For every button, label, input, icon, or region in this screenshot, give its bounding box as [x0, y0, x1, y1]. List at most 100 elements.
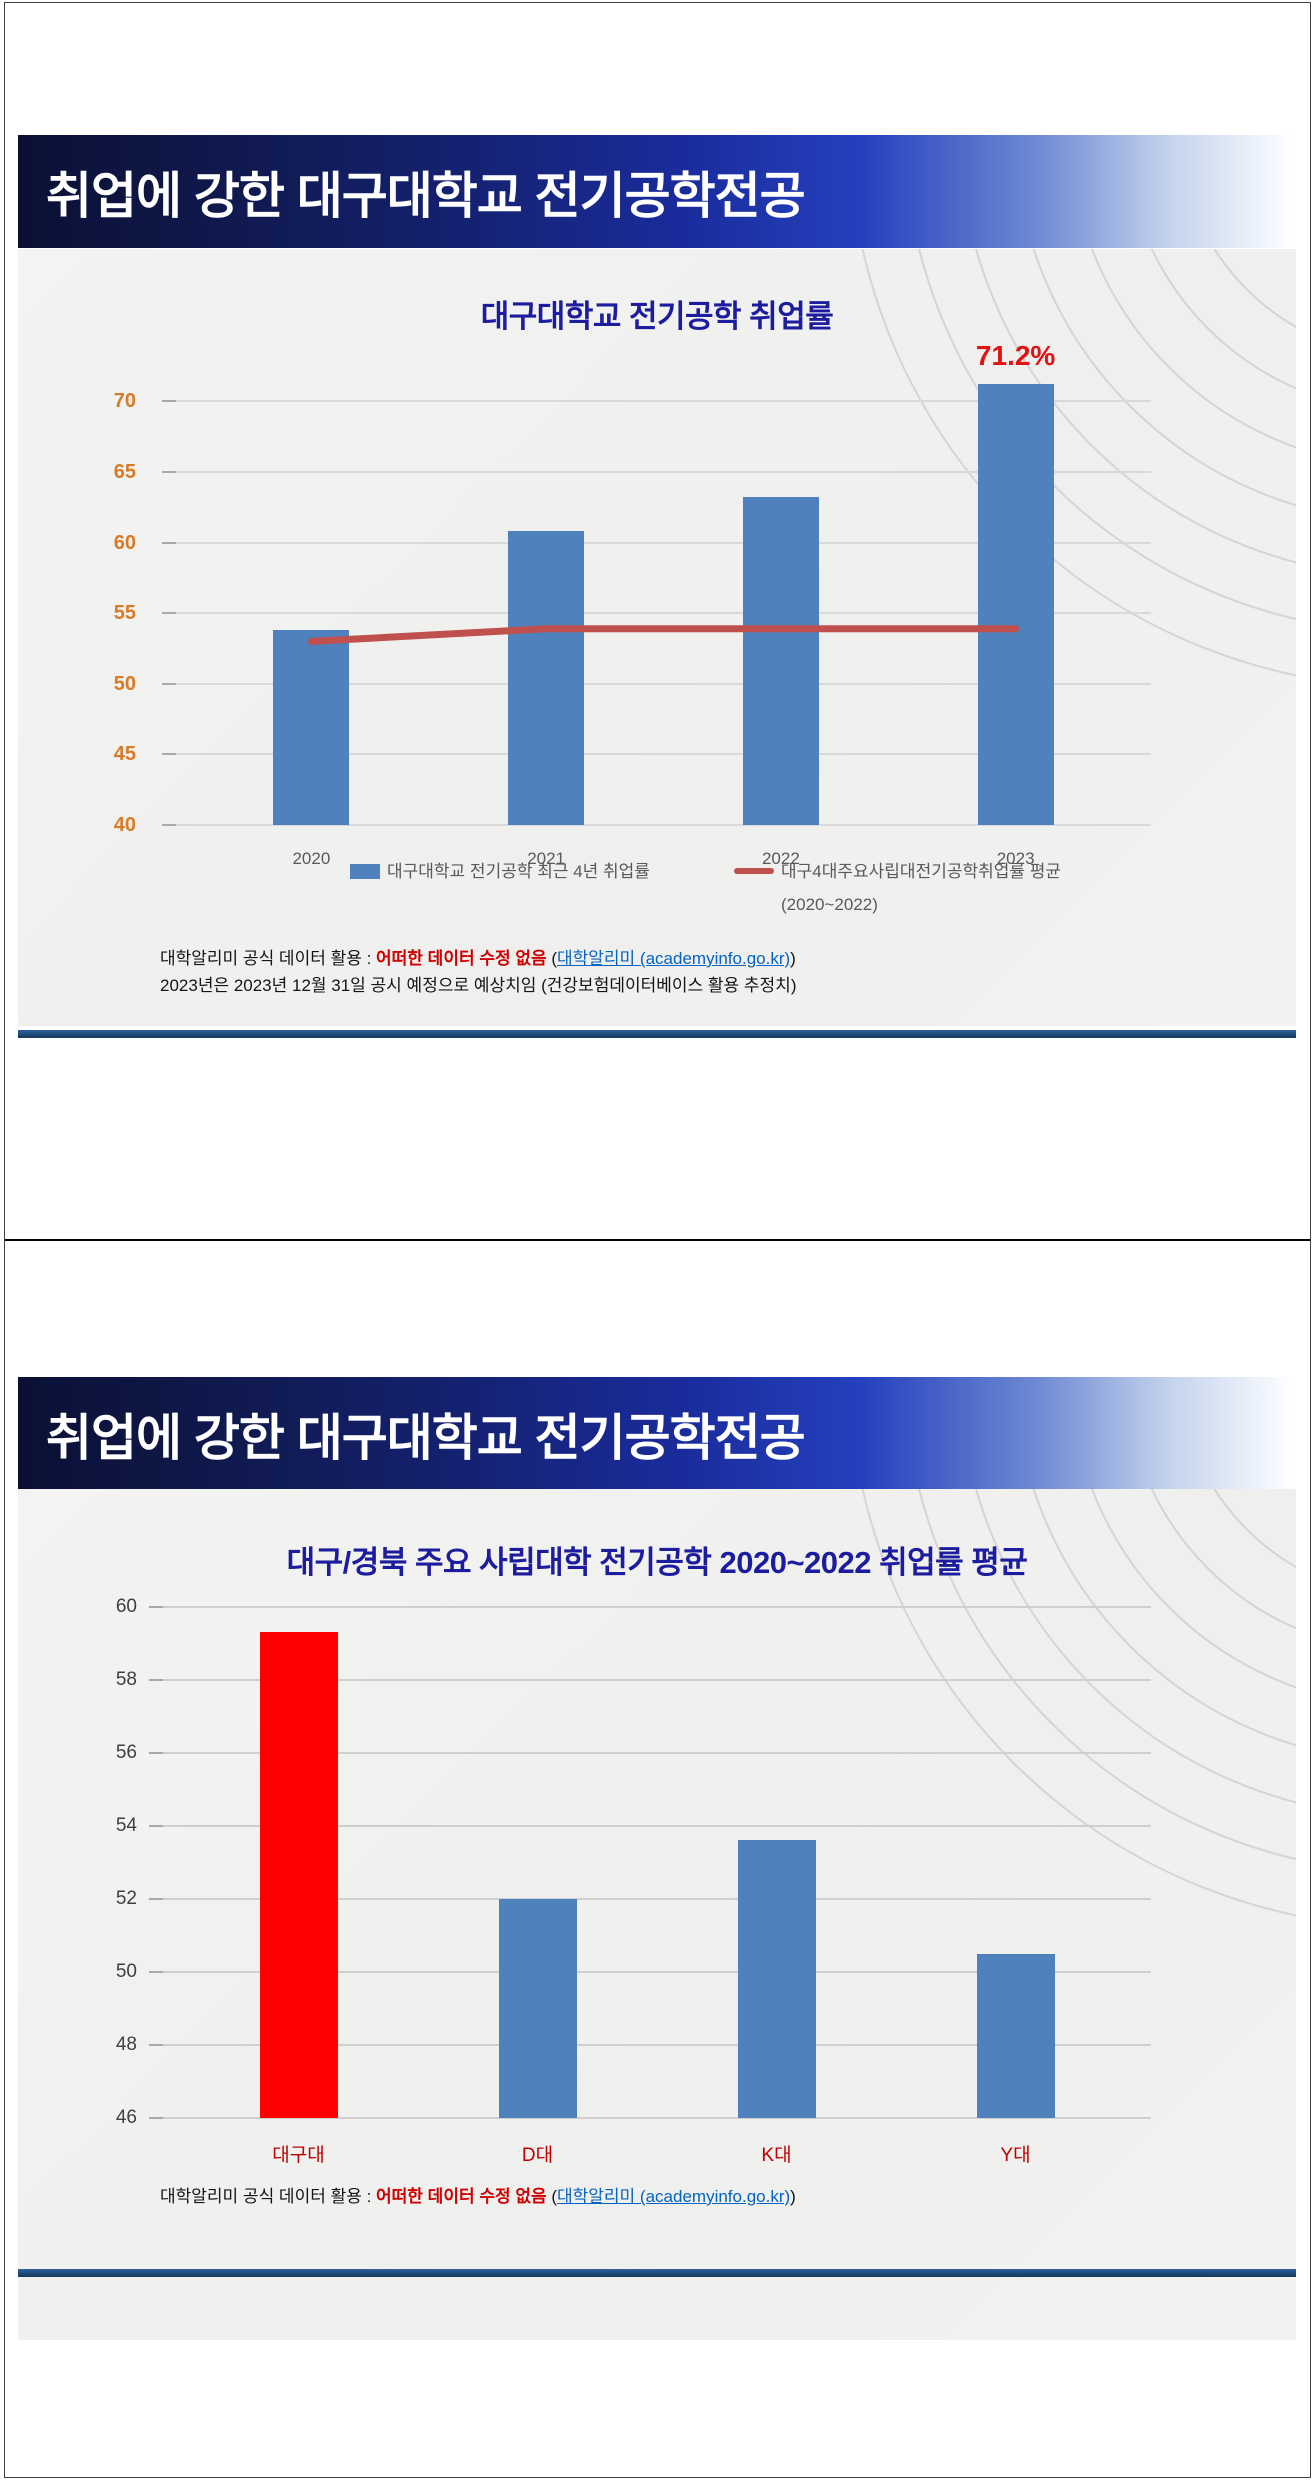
gridline [176, 400, 1151, 403]
x-category-label: 2023 [996, 849, 1035, 868]
document-sheet: 취업에 강한 대구대학교 전기공학전공 대구대학교 전기공학 취업률 40 45 5… [4, 2, 1311, 2478]
legend-line-label: 대구4대주요사립대전기공학취업률 평균 [781, 862, 1062, 881]
footnote: 대학알리미 공식 데이터 활용 : 어떠한 데이터 수정 없음 (대학알리미 (… [160, 945, 797, 999]
gridline [176, 824, 1151, 826]
y-axis-tick [162, 753, 176, 756]
y-tick-label: 56 [115, 1741, 137, 1763]
x-category-label: D대 [521, 2145, 554, 2166]
y-tick-label: 46 [115, 2107, 137, 2128]
x-category-label: 2020 [292, 849, 331, 868]
bar-2020 [273, 630, 350, 825]
legend-bar-label: 대구대학교 전기공학 최근 4년 취업률 [387, 862, 650, 881]
bottom-accent-bar [18, 1030, 1296, 1038]
y-axis-tick [149, 1824, 163, 1827]
y-tick-label: 58 [115, 1668, 137, 1690]
footnote-line-2: 2023년은 2023년 12월 31일 공시 예정으로 예상치임 (건강보험데… [160, 976, 797, 995]
gridline [163, 1824, 1151, 1827]
gridline [163, 1751, 1151, 1754]
slide-header-banner: 취업에 강한 대구대학교 전기공학전공 [18, 135, 1296, 248]
y-tick-label: 40 [113, 814, 136, 836]
employment-rate-chart: 40 45 50 55 60 65 70 2020 2021 2022 2023 71.2% [18, 249, 1296, 1026]
bar-value-label: 71.2% [975, 340, 1056, 372]
y-axis-tick [149, 1605, 163, 1608]
slide-header-title: 취업에 강한 대구대학교 전기공학전공 [46, 167, 806, 224]
bottom-accent-bar [18, 2269, 1296, 2277]
university-comparison-chart: 46 48 50 52 54 56 58 60 대구대 D대 K대 Y대 [18, 1489, 1296, 2340]
footnote-paren-close: ) [790, 949, 796, 968]
x-category-label: 2021 [527, 849, 566, 868]
slide-header-banner: 취업에 강한 대구대학교 전기공학전공 [18, 1377, 1296, 1490]
y-tick-label: 55 [113, 602, 136, 625]
y-tick-label: 50 [115, 1960, 137, 1982]
y-tick-label: 52 [115, 1887, 137, 1909]
gridline [163, 1897, 1151, 1900]
footnote: 대학알리미 공식 데이터 활용 : 어떠한 데이터 수정 없음 (대학알리미 (… [160, 2183, 796, 2210]
y-axis-tick [149, 1751, 163, 1754]
slide-header-title: 취업에 강한 대구대학교 전기공학전공 [46, 1409, 806, 1466]
x-category-label: K대 [761, 2145, 792, 2166]
chart-title: 대구대학교 전기공학 취업률 [480, 299, 834, 334]
bar-2021 [508, 531, 585, 825]
footnote-emphasis: 어떠한 데이터 수정 없음 [376, 2187, 547, 2206]
gridline [163, 1970, 1151, 1973]
bar-2022 [742, 497, 819, 825]
y-axis-tick [149, 1678, 163, 1681]
y-axis-tick [162, 824, 176, 826]
y-axis-tick [162, 400, 176, 403]
y-axis-tick [162, 470, 176, 473]
legend-item-bar: 대구대학교 전기공학 최근 4년 취업률 [350, 857, 650, 882]
slide-page-2: 취업에 강한 대구대학교 전기공학전공 대구/경북 주요 사립대학 전기공학 2… [5, 1241, 1310, 2477]
academyinfo-link[interactable]: 대학알리미 (academyinfo.go.kr) [557, 949, 791, 968]
y-tick-label: 54 [115, 1814, 137, 1836]
footnote-emphasis: 어떠한 데이터 수정 없음 [376, 949, 547, 968]
legend-line-sublabel: (2020~2022) [781, 895, 878, 914]
footnote-prefix: 대학알리미 공식 데이터 활용 : [160, 949, 377, 968]
footnote-paren-close: ) [790, 2187, 796, 2206]
legend-line-swatch-icon [734, 868, 774, 874]
gridline [176, 470, 1151, 473]
page-divider [5, 1239, 1310, 1241]
slide-body: 대구대학교 전기공학 취업률 40 45 50 55 60 65 70 2020 2021 202… [18, 249, 1296, 1026]
y-tick-label: 50 [113, 672, 136, 695]
chart-title: 대구/경북 주요 사립대학 전기공학 2020~2022 취업률 평균 [286, 1545, 1028, 1580]
y-tick-label: 65 [113, 460, 136, 483]
slide-body: 대구/경북 주요 사립대학 전기공학 2020~2022 취업률 평균 46 48… [18, 1489, 1296, 2340]
slide-page-1: 취업에 강한 대구대학교 전기공학전공 대구대학교 전기공학 취업률 40 45 5… [5, 3, 1310, 1239]
y-axis-tick [149, 2117, 163, 2119]
academyinfo-link[interactable]: 대학알리미 (academyinfo.go.kr) [557, 2187, 791, 2206]
y-axis-tick [149, 1970, 163, 1973]
y-axis-tick [149, 2043, 163, 2046]
bar-K대 [737, 1840, 816, 2118]
gridline [176, 682, 1151, 685]
gridline [163, 1605, 1151, 1608]
bar-Y대 [976, 1953, 1055, 2118]
y-tick-label: 45 [113, 743, 136, 766]
footnote-line-1: 대학알리미 공식 데이터 활용 : 어떠한 데이터 수정 없음 (대학알리미 (… [160, 2183, 796, 2210]
trend-line [307, 625, 1020, 645]
y-tick-label: 70 [113, 390, 136, 413]
gridline [176, 541, 1151, 544]
y-axis-tick [162, 541, 176, 544]
y-axis-tick [162, 612, 176, 615]
gridline [163, 2043, 1151, 2046]
y-tick-label: 48 [115, 2033, 137, 2055]
footnote-line-1: 대학알리미 공식 데이터 활용 : 어떠한 데이터 수정 없음 (대학알리미 (… [160, 945, 797, 972]
gridline [176, 753, 1151, 756]
gridline [163, 1678, 1151, 1681]
y-axis-tick [162, 682, 176, 685]
gridline [163, 2117, 1151, 2119]
x-category-label: 2022 [761, 849, 800, 868]
y-axis-tick [149, 1897, 163, 1900]
legend-item-line: 대구4대주요사립대전기공학취업률 평균 [734, 857, 1061, 882]
x-category-label: Y대 [1000, 2145, 1031, 2166]
footnote-prefix: 대학알리미 공식 데이터 활용 : [160, 2187, 377, 2206]
footnote-paren-open: ( [546, 2187, 557, 2206]
legend-bar-swatch-icon [350, 864, 380, 879]
bar-D대 [498, 1898, 577, 2118]
y-tick-label: 60 [113, 531, 136, 554]
bar-2023 [977, 384, 1054, 825]
footnote-paren-open: ( [546, 949, 557, 968]
gridline [176, 612, 1151, 615]
x-category-label: 대구대 [272, 2145, 325, 2166]
bar-대구대 [259, 1632, 338, 2118]
